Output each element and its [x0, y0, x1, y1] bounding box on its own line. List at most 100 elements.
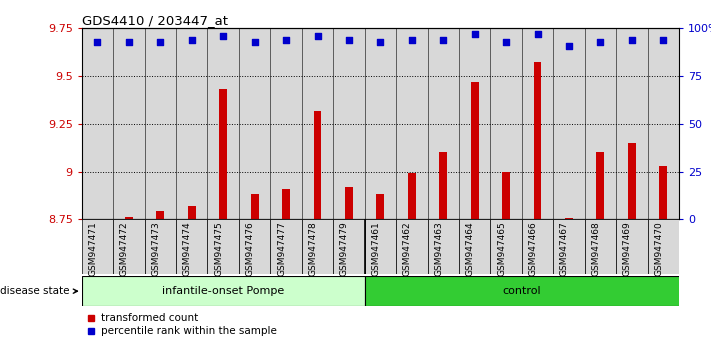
Bar [427, 219, 459, 274]
Bar [333, 28, 365, 219]
Point [218, 33, 229, 39]
Bar [565, 218, 573, 219]
Bar [345, 187, 353, 219]
Bar [502, 172, 510, 219]
Point [532, 31, 543, 37]
Point [375, 39, 386, 45]
Point [280, 37, 292, 42]
Bar [522, 28, 553, 219]
Text: GSM947475: GSM947475 [214, 222, 223, 276]
Text: GSM947466: GSM947466 [528, 222, 538, 276]
Bar [270, 219, 301, 274]
Bar [396, 28, 427, 219]
Bar [144, 219, 176, 274]
Text: GDS4410 / 203447_at: GDS4410 / 203447_at [82, 14, 228, 27]
Bar [648, 219, 679, 274]
Bar [219, 88, 227, 219]
Text: GSM947471: GSM947471 [88, 222, 97, 276]
Bar [491, 219, 522, 274]
Bar [125, 217, 133, 219]
Text: GSM947477: GSM947477 [277, 222, 286, 276]
Text: GSM947468: GSM947468 [592, 222, 600, 276]
Point [343, 37, 355, 42]
Legend: transformed count, percentile rank within the sample: transformed count, percentile rank withi… [87, 313, 277, 336]
Text: GSM947479: GSM947479 [340, 222, 349, 276]
Point [563, 43, 574, 48]
Bar [301, 28, 333, 219]
Bar [584, 219, 616, 274]
Bar [94, 218, 102, 219]
Bar [427, 28, 459, 219]
Bar [459, 219, 491, 274]
Bar [616, 219, 648, 274]
Bar [82, 219, 113, 274]
Bar [208, 28, 239, 219]
Bar [659, 166, 667, 219]
Text: GSM947467: GSM947467 [560, 222, 569, 276]
Bar [522, 219, 553, 274]
Bar [534, 62, 542, 219]
Bar [239, 28, 270, 219]
Bar [553, 28, 584, 219]
Bar [491, 28, 522, 219]
Text: GSM947476: GSM947476 [245, 222, 255, 276]
Bar [208, 219, 239, 274]
Text: GSM947470: GSM947470 [654, 222, 663, 276]
Text: disease state: disease state [0, 286, 77, 296]
Bar [251, 194, 259, 219]
Point [658, 37, 669, 42]
Bar [82, 276, 365, 306]
Bar [333, 219, 365, 274]
Bar [584, 28, 616, 219]
Bar [82, 28, 113, 219]
Point [501, 39, 512, 45]
Bar [176, 28, 208, 219]
Bar [282, 189, 290, 219]
Bar [239, 219, 270, 274]
Bar [616, 28, 648, 219]
Text: GSM947464: GSM947464 [466, 222, 475, 276]
Bar [365, 28, 396, 219]
Bar [365, 219, 396, 274]
Point [626, 37, 638, 42]
Bar [459, 28, 491, 219]
Text: GSM947472: GSM947472 [120, 222, 129, 276]
Text: GSM947461: GSM947461 [371, 222, 380, 276]
Point [155, 39, 166, 45]
Bar [648, 28, 679, 219]
Text: GSM947473: GSM947473 [151, 222, 161, 276]
Bar [628, 143, 636, 219]
Bar [597, 152, 604, 219]
Bar [176, 219, 208, 274]
Point [437, 37, 449, 42]
Text: GSM947474: GSM947474 [183, 222, 192, 276]
Bar [471, 82, 479, 219]
Bar [113, 219, 144, 274]
Text: GSM947469: GSM947469 [623, 222, 632, 276]
Bar [188, 206, 196, 219]
Bar [376, 194, 385, 219]
Bar [553, 219, 584, 274]
Bar [113, 28, 144, 219]
Point [594, 39, 606, 45]
Bar [396, 219, 427, 274]
Point [469, 31, 481, 37]
Bar [314, 112, 321, 219]
Point [312, 33, 324, 39]
Point [92, 39, 103, 45]
Point [123, 39, 134, 45]
Point [186, 37, 198, 42]
Text: GSM947478: GSM947478 [309, 222, 318, 276]
Bar [408, 173, 416, 219]
Bar [439, 152, 447, 219]
Bar [301, 219, 333, 274]
Bar [270, 28, 301, 219]
Text: GSM947462: GSM947462 [403, 222, 412, 276]
Text: infantile-onset Pompe: infantile-onset Pompe [162, 286, 284, 296]
Point [406, 37, 417, 42]
Text: GSM947465: GSM947465 [497, 222, 506, 276]
Text: control: control [503, 286, 541, 296]
Point [249, 39, 260, 45]
Bar [365, 276, 695, 306]
Bar [144, 28, 176, 219]
